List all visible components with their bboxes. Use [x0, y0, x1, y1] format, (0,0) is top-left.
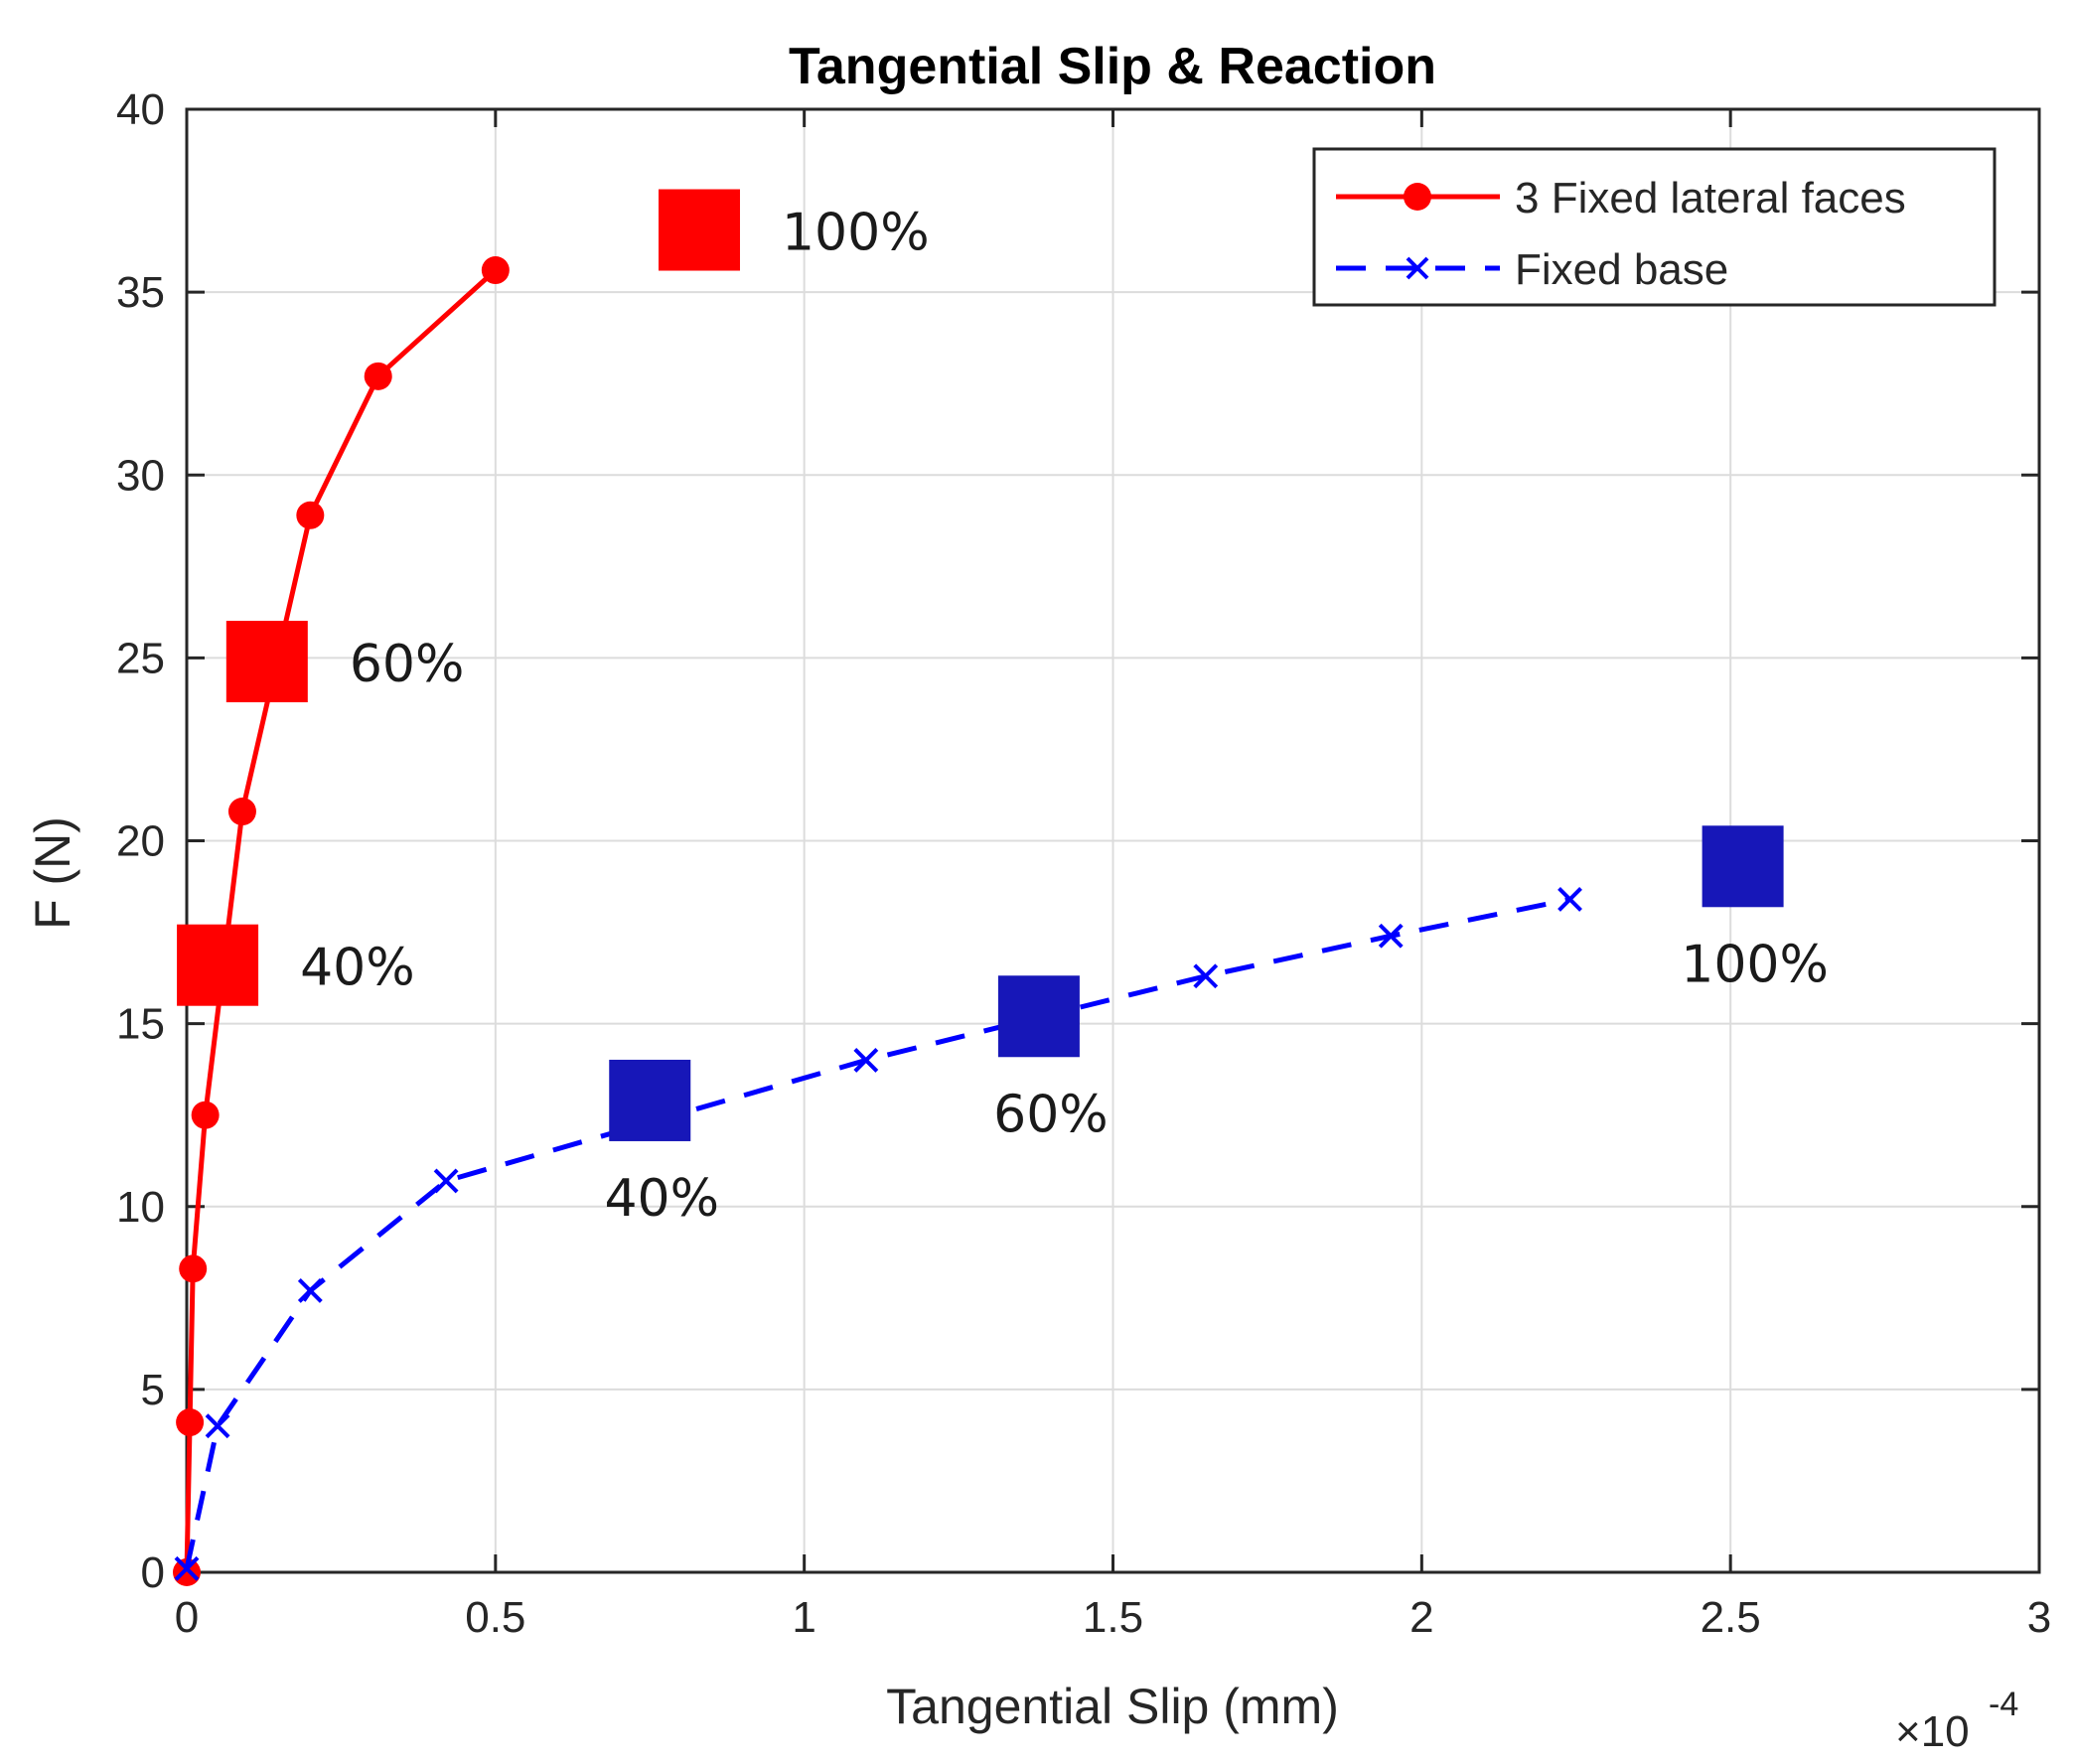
legend-label: 3 Fixed lateral faces	[1515, 174, 1906, 222]
y-axis-title: F (N)	[25, 816, 80, 930]
data-point	[205, 1413, 230, 1439]
legend-label: Fixed base	[1515, 245, 1728, 294]
milestone-label: 100%	[782, 204, 930, 263]
milestone-100: 100%	[1681, 825, 1829, 994]
milestone-60: 60%	[993, 975, 1109, 1144]
data-point	[296, 501, 325, 529]
milestone-marker	[658, 189, 740, 271]
legend: 3 Fixed lateral faces Fixed base	[1312, 147, 1997, 307]
data-point	[1557, 887, 1582, 912]
milestone-100: 100%	[658, 189, 930, 271]
data-point	[481, 256, 510, 285]
legend-item-fixed-base: Fixed base	[1336, 245, 1728, 294]
x-multiplier-prefix: ×10	[1895, 1707, 1970, 1756]
y-tick-label: 35	[116, 268, 165, 317]
x-multiplier: ×10 -4	[1895, 1686, 2018, 1756]
milestone-40: 40%	[604, 1059, 719, 1229]
data-point	[1193, 963, 1219, 989]
milestone-label: 40%	[604, 1169, 719, 1229]
data-point	[853, 1048, 879, 1073]
y-tick-label: 5	[141, 1366, 165, 1414]
data-point	[297, 1278, 323, 1303]
milestone-label: 60%	[993, 1085, 1109, 1144]
data-point	[364, 362, 392, 390]
y-tick-label: 20	[116, 817, 165, 866]
data-point	[174, 1555, 200, 1581]
x-tick-label: 2	[1409, 1593, 1433, 1642]
milestone-marker	[177, 924, 259, 1006]
grid	[187, 109, 2039, 1572]
y-tick-label: 30	[116, 451, 165, 500]
x-tick-label: 3	[2027, 1593, 2051, 1642]
y-tick-label: 15	[116, 1000, 165, 1049]
x-tick-label: 0	[175, 1593, 199, 1642]
x-tick-label: 0.5	[465, 1593, 525, 1642]
x-multiplier-exponent: -4	[1989, 1686, 2018, 1723]
annotation-layer: 40% 60% 100% 40% 60% 100%	[177, 189, 1829, 1229]
milestone-marker	[225, 621, 308, 703]
legend-swatch-marker	[1406, 256, 1429, 280]
legend-swatch-marker	[1404, 183, 1431, 211]
data-point	[173, 1558, 201, 1586]
y-tick-label: 10	[116, 1183, 165, 1232]
y-tick-label: 25	[116, 634, 165, 682]
data-point	[433, 1168, 459, 1194]
x-tick-label: 1	[792, 1593, 815, 1642]
x-tick-label: 2.5	[1701, 1593, 1761, 1642]
milestone-marker	[1702, 825, 1784, 908]
milestone-60: 60%	[225, 621, 465, 703]
y-tick-label: 40	[116, 85, 165, 134]
milestone-marker	[609, 1059, 691, 1141]
milestone-marker	[997, 975, 1080, 1058]
chart-title: Tangential Slip & Reaction	[789, 38, 1436, 95]
milestone-40: 40%	[177, 924, 415, 1006]
data-point	[1378, 923, 1404, 949]
data-point	[179, 1254, 208, 1283]
y-tick-label: 0	[141, 1548, 165, 1597]
legend-item-3-fixed-lateral-faces: 3 Fixed lateral faces	[1336, 174, 1906, 222]
data-point	[176, 1408, 205, 1437]
data-point	[191, 1101, 220, 1129]
data-point	[227, 798, 256, 826]
legend-box	[1312, 147, 1997, 307]
milestone-label: 100%	[1681, 935, 1829, 994]
milestone-label: 60%	[350, 635, 465, 694]
x-tick-label: 1.5	[1083, 1593, 1143, 1642]
milestone-label: 40%	[300, 939, 415, 998]
x-axis-title: Tangential Slip (mm)	[886, 1679, 1339, 1734]
